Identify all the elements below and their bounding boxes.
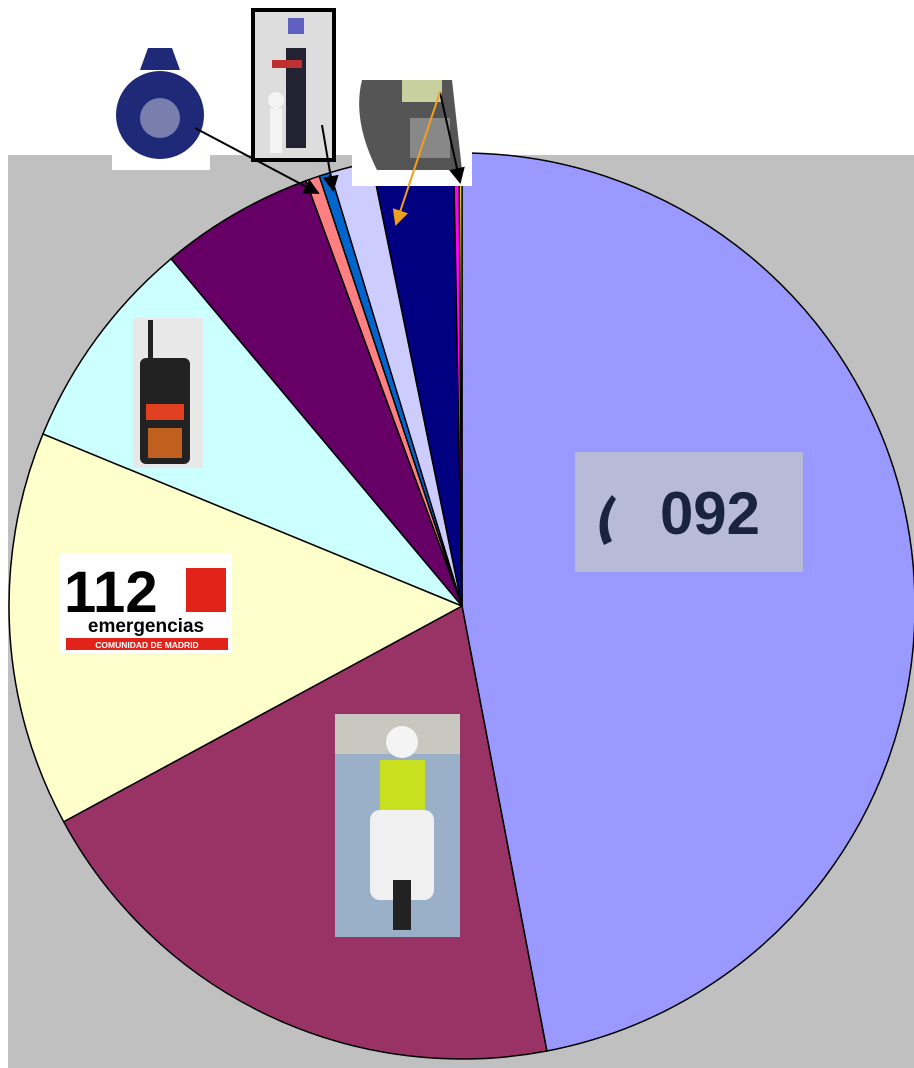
leader-line [392, 91, 441, 226]
phone-number-picture: 092 [575, 452, 803, 572]
phone-number-text: 092 [660, 480, 760, 547]
kiosk-picture [251, 8, 336, 162]
pie-slice [461, 152, 914, 1052]
police-badge-picture [112, 40, 210, 170]
emergency-logo: 112 emergencias COMUNIDAD DE MADRID [60, 553, 232, 653]
emergency-region-text: COMUNIDAD DE MADRID [95, 640, 198, 650]
motorbike-picture [335, 714, 460, 937]
leader-line [439, 91, 465, 184]
leader-line [321, 124, 339, 192]
emergency-number-text: 112 [64, 560, 158, 625]
radio-picture [133, 318, 203, 468]
leader-line [194, 127, 320, 194]
emergency-word-text: emergencias [88, 616, 204, 637]
pie-slice [8, 432, 464, 823]
desk-phone-picture [352, 68, 472, 186]
